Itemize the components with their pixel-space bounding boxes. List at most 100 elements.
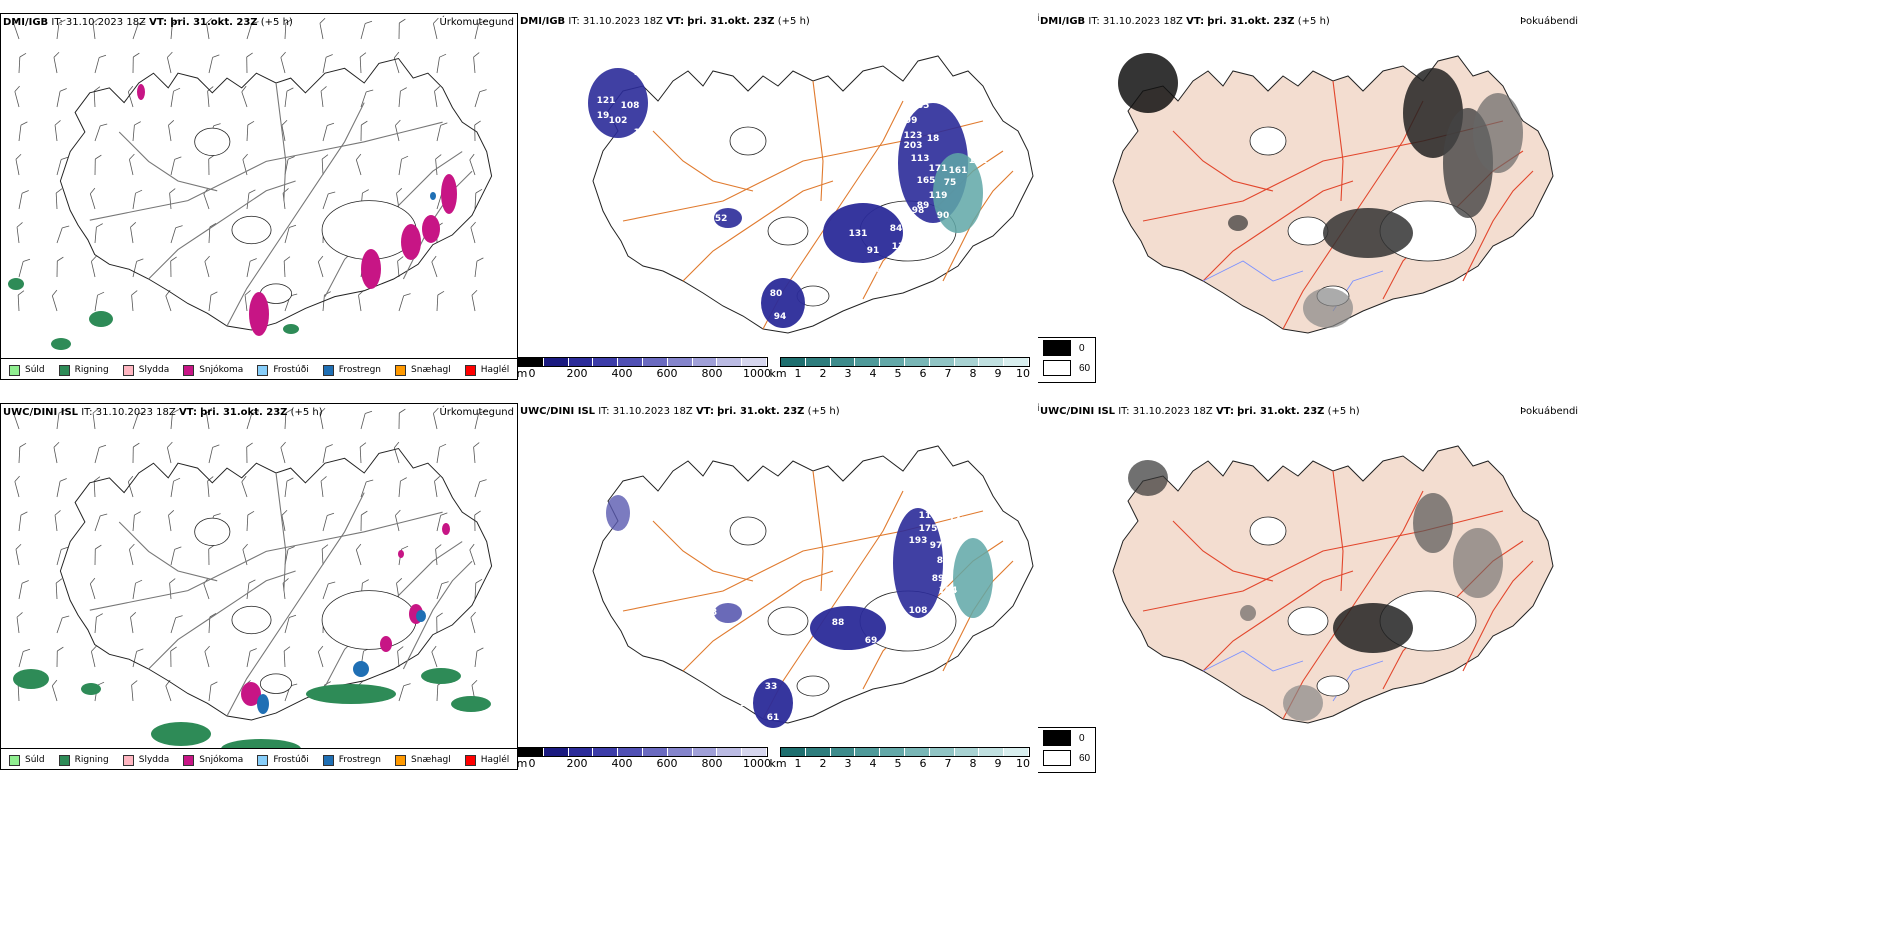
precip-legend-item: Snjókoma	[183, 364, 244, 376]
fog-swatch	[1043, 340, 1071, 356]
cbar-tick: 400	[611, 757, 633, 770]
cbar-tick: 800	[701, 367, 723, 380]
legend-label: Snæhagl	[411, 755, 451, 765]
precip-legend-item: Snæhagl	[395, 364, 451, 376]
vt-label: VT:	[149, 17, 168, 28]
legend-swatch	[122, 364, 134, 376]
visibility-value: 33	[765, 682, 778, 692]
cbar-tick: 9	[994, 367, 1002, 380]
visibility-value: 113	[911, 154, 930, 164]
precip-legend-item: Súld	[9, 754, 45, 766]
legend-swatch	[257, 754, 269, 766]
legend-swatch	[322, 754, 334, 766]
cbar-tick: 10	[1016, 757, 1030, 770]
cbar-tick: 5	[894, 367, 902, 380]
it-label: IT:	[1118, 406, 1130, 417]
freezing-areas	[257, 610, 426, 714]
cbar-tick: 600	[656, 367, 678, 380]
fog-index-title: Þokuábendi	[1520, 16, 1579, 27]
visibility-value: 131	[849, 229, 868, 239]
panel-header: UWC/DINI ISL IT: 31.10.2023 18Z VT: þri.…	[520, 406, 840, 417]
visibility-value: 98	[912, 206, 925, 216]
legend-label: Súld	[25, 365, 45, 375]
cbar-tick: 5	[894, 757, 902, 770]
visibility-title: Skyggni	[1038, 403, 1040, 414]
cbar-tick: 9	[994, 757, 1002, 770]
precip-legend-item: Haglél	[464, 364, 509, 376]
cbar-tick: 0	[528, 367, 536, 380]
visibility-value: 175	[919, 524, 938, 534]
init-time: 31.10.2023 18Z	[95, 407, 176, 418]
cbar-tick: 0	[528, 757, 536, 770]
legend-label: Slydda	[138, 755, 170, 765]
lead-time: (+5 h)	[260, 17, 293, 28]
cbar-tick: 4	[869, 757, 877, 770]
precip-legend-item: Frostregn	[322, 754, 382, 766]
it-label: IT:	[81, 407, 93, 418]
visibility-value: 50	[864, 654, 877, 664]
visibility-value: 165	[917, 176, 936, 186]
model-name: UWC/DINI ISL	[3, 407, 79, 418]
fog-swatch	[1043, 750, 1071, 766]
visibility-value: 75	[870, 268, 883, 278]
visibility-value: 108	[621, 101, 640, 111]
visibility-value: 18	[927, 134, 940, 144]
cbar-tick: 8	[969, 367, 977, 380]
visibility-value: 102	[609, 116, 628, 126]
panel-header: DMI/IGB IT: 31.10.2023 18Z VT: þri. 31.o…	[3, 17, 293, 28]
model-name: DMI/IGB	[3, 17, 49, 28]
lead-time: (+5 h)	[807, 406, 840, 417]
legend-label: Snæhagl	[411, 365, 451, 375]
legend-swatch	[322, 364, 334, 376]
legend-label: Frostúði	[273, 365, 309, 375]
model-name: UWC/DINI ISL	[520, 406, 596, 417]
cbar-unit: km	[769, 757, 787, 770]
visibility-value: 98	[892, 626, 905, 636]
legend-swatch	[58, 364, 70, 376]
visibility-value: 145	[949, 516, 968, 526]
model-name: DMI/IGB	[1040, 16, 1086, 27]
visibility-value: 12	[740, 699, 753, 709]
visibility-value: 199	[899, 116, 918, 126]
precip-type-panel: UWC/DINI ISL IT: 31.10.2023 18Z VT: þri.…	[0, 403, 518, 770]
visibility-m-colorbar: m 0 200 400 600 800 1000	[518, 357, 771, 380]
precip-legend-item: Rigning	[58, 754, 109, 766]
fog-swatch	[1043, 360, 1071, 376]
visibility-value: 108	[909, 606, 928, 616]
fog-legend-label: 60	[1079, 362, 1091, 374]
visibility-panel: 88 69 50 98 108 114 175 193 97 85 89 104 145 174 63 33 6…	[518, 403, 1038, 775]
cbar-tick: 3	[844, 757, 852, 770]
visibility-value: 75	[944, 178, 957, 188]
fog-legend-label: 0	[1079, 732, 1085, 744]
cbar-unit: m	[518, 367, 528, 380]
cbar-unit: m	[518, 757, 528, 770]
visibility-value: 88	[832, 618, 845, 628]
lead-time: (+5 h)	[1297, 16, 1330, 27]
cbar-tick: 1	[794, 367, 802, 380]
init-time: 31.10.2023 18Z	[65, 17, 146, 28]
vt-label: VT:	[695, 406, 714, 417]
legend-label: Snjókoma	[199, 365, 244, 375]
cbar-tick: 4	[869, 367, 877, 380]
precip-legend-item: Frostregn	[322, 364, 381, 376]
cbar-tick: 200	[566, 757, 588, 770]
legend-swatch	[122, 754, 134, 766]
visibility-value: 193	[909, 536, 928, 546]
legend-label: Súld	[25, 755, 45, 765]
visibility-value: 90	[937, 211, 950, 221]
rain-areas	[8, 278, 299, 350]
visibility-value: 113	[892, 242, 911, 252]
cbar-tick: 6	[919, 757, 927, 770]
cbar-tick: 10	[1016, 367, 1030, 380]
visibility-km-colorbar: km 1 2 3 4 5 6 7 8 9 10	[769, 357, 1030, 380]
vt-label: VT:	[666, 16, 685, 27]
vt-label: VT:	[1215, 406, 1234, 417]
it-label: IT:	[1088, 16, 1100, 27]
cbar-tick: 3	[844, 367, 852, 380]
visibility-value: 97	[930, 541, 943, 551]
visibility-value: 80	[770, 289, 783, 299]
legend-label: Frostregn	[338, 755, 382, 765]
precip-legend-item: Súld	[9, 364, 45, 376]
model-name: UWC/DINI ISL	[1040, 406, 1116, 417]
precip-legend-item: Frostúði	[257, 364, 309, 376]
